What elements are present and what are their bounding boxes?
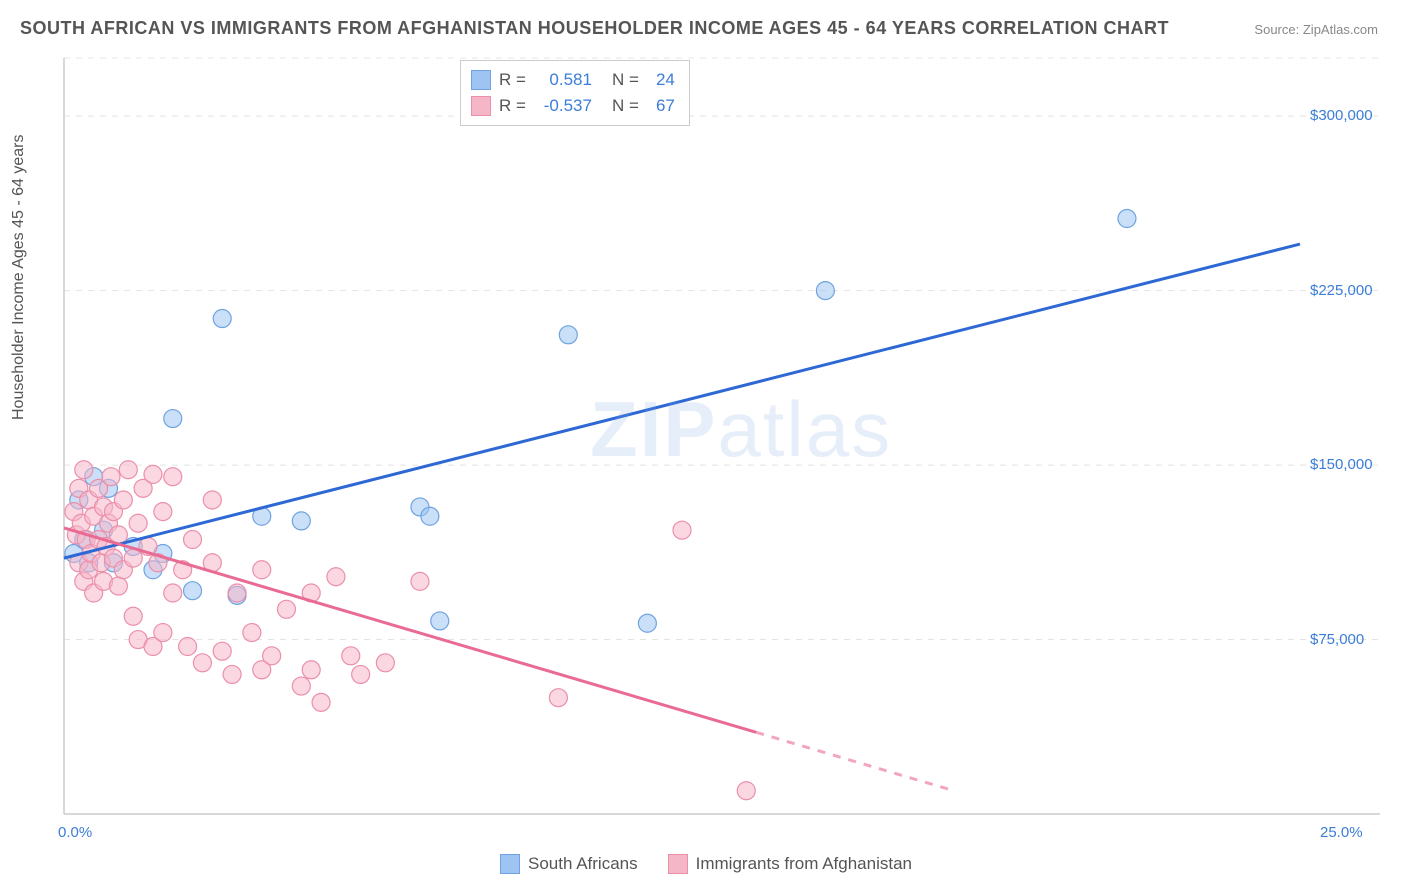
y-axis-label: Householder Income Ages 45 - 64 years <box>10 135 28 421</box>
legend-swatch <box>471 70 491 90</box>
legend-label: Immigrants from Afghanistan <box>696 854 912 874</box>
r-value: -0.537 <box>534 93 592 119</box>
r-value: 0.581 <box>534 67 592 93</box>
y-tick: $150,000 <box>1310 456 1373 473</box>
source-label: Source: <box>1254 22 1299 37</box>
x-tick: 0.0% <box>58 824 92 841</box>
chart-title: SOUTH AFRICAN VS IMMIGRANTS FROM AFGHANI… <box>20 18 1169 39</box>
y-tick: $225,000 <box>1310 282 1373 299</box>
y-tick: $300,000 <box>1310 107 1373 124</box>
legend-row: R = 0.581 N = 24 <box>471 67 675 93</box>
correlation-legend: R = 0.581 N = 24 R = -0.537 N = 67 <box>460 60 690 126</box>
source-attribution: Source: ZipAtlas.com <box>1254 22 1378 37</box>
legend-item: South Africans <box>500 854 638 874</box>
n-label: N = <box>612 67 639 93</box>
legend-label: South Africans <box>528 854 638 874</box>
legend-swatch <box>668 854 688 874</box>
r-label: R = <box>499 67 526 93</box>
n-label: N = <box>612 93 639 119</box>
legend-item: Immigrants from Afghanistan <box>668 854 912 874</box>
legend-swatch <box>471 96 491 116</box>
chart-svg <box>60 54 1380 844</box>
source-link[interactable]: ZipAtlas.com <box>1303 22 1378 37</box>
legend-row: R = -0.537 N = 67 <box>471 93 675 119</box>
r-label: R = <box>499 93 526 119</box>
n-value: 67 <box>647 93 675 119</box>
y-tick: $75,000 <box>1310 631 1364 648</box>
legend-swatch <box>500 854 520 874</box>
plot-area: ZIPatlas R =0.581N =24R =-0.537N =67 Sou… <box>60 54 1380 844</box>
n-value: 24 <box>647 67 675 93</box>
x-tick: 25.0% <box>1320 824 1363 841</box>
series-legend: South Africans Immigrants from Afghanista… <box>500 854 912 874</box>
